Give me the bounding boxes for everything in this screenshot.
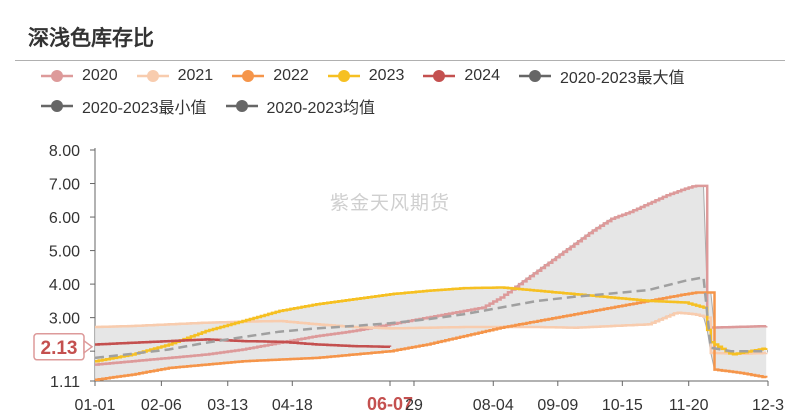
x-tick-label: 12-3: [752, 397, 784, 414]
legend-label: 2020-2023均值: [266, 100, 376, 117]
legend-marker-icon: [232, 70, 265, 82]
legend-item[interactable]: 2021: [136, 67, 214, 85]
y-tick-label: 3.00: [49, 311, 80, 328]
legend-item[interactable]: 2020: [40, 67, 118, 85]
watermark: 紫金天风期货: [330, 193, 451, 214]
y-tick-label: 5.00: [49, 244, 80, 261]
x-tick-label: 11-20: [669, 397, 709, 414]
legend-marker-icon: [41, 100, 73, 112]
y-tick-label: 1.11: [50, 374, 80, 391]
y-tick-label: 4.00: [49, 277, 80, 294]
series-line-mean: [94, 275, 768, 360]
x-tick-label: 10-15: [602, 397, 643, 414]
legend-label: 2020: [82, 67, 118, 84]
legend-marker-icon: [41, 70, 73, 82]
legend-row: 2020 2021 2022 2023 2024 2020-2023最大值: [40, 64, 703, 90]
x-tick-label: 04-18: [272, 397, 313, 414]
x-tick-label: 03-13: [207, 397, 248, 414]
legend-marker-icon: [225, 100, 258, 112]
legend-label: 2023: [368, 67, 405, 84]
legend-item[interactable]: 2020-2023最小值: [40, 94, 207, 118]
x-tick-label-highlight: 06-07: [367, 394, 413, 414]
legend-marker-icon: [136, 70, 169, 82]
title-divider: [15, 60, 785, 61]
legend-label: 2024: [464, 67, 500, 84]
x-tick-label: 09-09: [537, 397, 578, 414]
legend-item[interactable]: 2023: [327, 67, 405, 85]
x-tick-label: 29: [405, 397, 423, 414]
y-tick-label: 8.00: [49, 143, 80, 160]
x-tick-label: 01-01: [75, 397, 116, 414]
x-tick-label: 02-06: [141, 397, 182, 414]
series-line-2020: [95, 184, 768, 366]
legend-item[interactable]: 2024: [422, 67, 500, 85]
series-line-2023: [95, 286, 768, 363]
legend-label: 2020-2023最小值: [82, 100, 207, 117]
y-tick-label: 7.00: [49, 177, 80, 194]
legend-label: 2020-2023最大值: [559, 70, 685, 87]
legend-marker-icon: [423, 70, 456, 82]
y-tick-label: 6.00: [49, 210, 80, 227]
legend-item[interactable]: 2020-2023均值: [225, 94, 376, 118]
legend-item[interactable]: 2022: [231, 67, 309, 85]
series-line-2021: [95, 311, 768, 356]
legend-label: 2021: [177, 67, 214, 84]
y-pointer-arrow: [83, 339, 94, 355]
y-pointer-value: 2.13: [41, 338, 78, 359]
legend-item[interactable]: 2020-2023最大值: [518, 64, 685, 88]
x-tick-label: 08-04: [473, 397, 514, 414]
legend-label: 2022: [273, 67, 309, 84]
series-line-2024: [95, 338, 392, 348]
legend-marker-icon: [327, 70, 360, 82]
min-max-band: [95, 185, 767, 380]
legend-row: 2020-2023最小值 2020-2023均值: [40, 94, 393, 120]
chart-title: 深浅色库存比: [28, 27, 154, 50]
legend-marker-icon: [518, 70, 551, 82]
